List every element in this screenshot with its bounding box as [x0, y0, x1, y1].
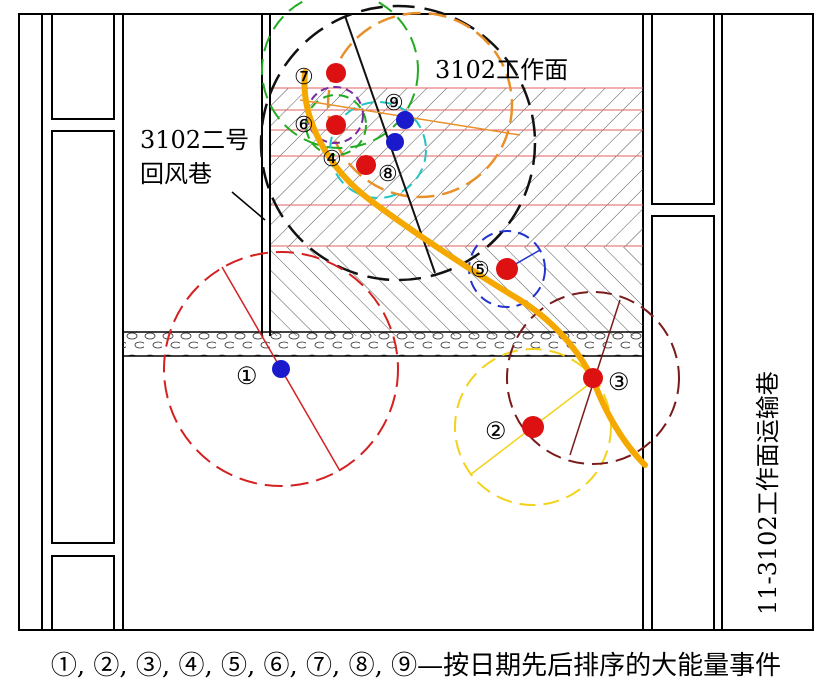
event-3-ring: [506, 291, 680, 465]
event-9-mark: ⑨: [384, 91, 404, 116]
event-5-dot: [496, 258, 518, 280]
event-6-mark: ⑥: [294, 113, 314, 138]
event-5-mark: ⑤: [470, 258, 490, 283]
return-airway-pointer: [231, 191, 266, 221]
event-8-mark: ⑧: [378, 162, 398, 187]
return-airway-label-line2: 回风巷: [140, 160, 212, 188]
event-1-mark: ①: [236, 362, 258, 390]
event-4-ring: [306, 86, 364, 144]
event-7-dot: [326, 63, 346, 83]
event-7-ring: [261, 0, 419, 149]
working-face-label: 3102工作面: [435, 56, 568, 84]
event-2-ring: [454, 348, 612, 506]
event-6-ring: [305, 94, 367, 156]
outer-dashed-circle: [259, 4, 537, 282]
event-migration-trend-line: [301, 69, 648, 468]
event-3-dot: [583, 368, 603, 388]
event-3-mark: ③: [608, 368, 630, 396]
event-9-dot: [396, 111, 414, 129]
event-6-dot: [326, 115, 346, 135]
event-1-ring: [163, 251, 399, 487]
event-8-dot: [356, 155, 376, 175]
transport-roadway: [642, 13, 723, 631]
event-1-dot: [272, 360, 290, 378]
left-roadway: [41, 13, 124, 631]
transport-roadway-label: 11-3102工作面运输巷: [754, 371, 782, 615]
figure-caption: ①, ②, ③, ④, ⑤, ⑥, ⑦, ⑧, ⑨—按日期先后排序的大能量事件: [50, 651, 782, 681]
event-extra-blue-dot: [386, 133, 404, 151]
event-dots: [272, 63, 603, 438]
event-marks: ① ② ③ ④ ⑤ ⑥ ⑦ ⑧ ⑨: [236, 65, 630, 445]
event-7-mark: ⑦: [294, 65, 314, 90]
event-2-dot: [522, 416, 544, 438]
event-4-mark: ④: [322, 147, 342, 172]
return-airway-label-line1: 3102二号: [140, 126, 249, 154]
event-2-mark: ②: [485, 417, 507, 445]
event-8-ring: [329, 101, 427, 199]
working-face-area: [270, 87, 643, 336]
